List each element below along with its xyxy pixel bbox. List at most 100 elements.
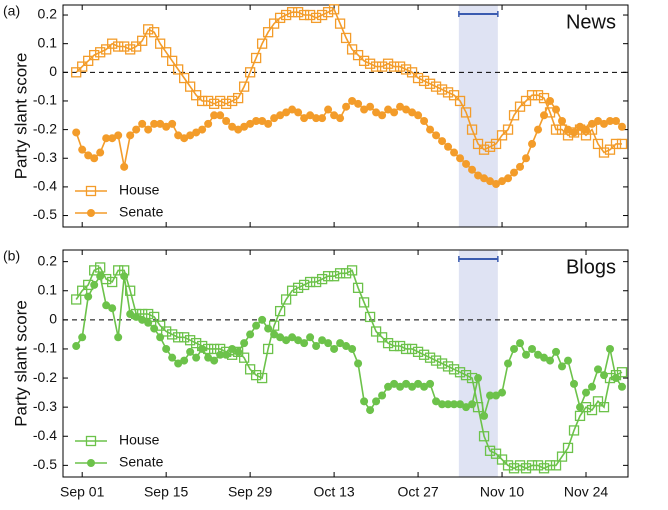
marker-circle	[72, 128, 81, 137]
marker-square	[95, 262, 106, 273]
marker-square	[412, 346, 424, 358]
marker-square	[208, 98, 220, 109]
marker-circle	[84, 151, 93, 160]
marker-square	[286, 7, 298, 18]
marker-square	[502, 124, 514, 135]
marker-circle	[228, 122, 237, 131]
marker-circle	[582, 388, 591, 397]
marker-square	[538, 463, 550, 474]
marker-circle	[348, 344, 357, 353]
marker-square	[418, 75, 430, 87]
marker-circle	[276, 111, 285, 120]
marker-circle	[174, 359, 183, 368]
marker-square	[197, 95, 208, 107]
marker-square	[208, 343, 220, 355]
marker-circle	[444, 400, 453, 409]
marker-circle	[582, 125, 591, 134]
marker-circle	[300, 339, 309, 348]
marker-square	[352, 282, 364, 293]
x-tick-label: Oct 13	[313, 484, 354, 500]
legend-label: Senate	[119, 454, 164, 470]
marker-square	[256, 372, 268, 384]
marker-square	[214, 95, 226, 107]
marker-circle	[456, 154, 465, 163]
marker-circle	[258, 117, 267, 126]
marker-square	[185, 81, 196, 92]
marker-circle	[570, 128, 579, 137]
marker-circle	[396, 382, 405, 391]
marker-circle	[336, 114, 345, 123]
marker-circle	[216, 111, 225, 120]
panel-label: (a)	[3, 3, 20, 19]
marker-square	[89, 49, 100, 61]
marker-circle	[282, 336, 291, 345]
marker-circle	[222, 350, 231, 359]
marker-circle	[330, 111, 339, 120]
marker-circle	[126, 310, 135, 319]
marker-circle	[246, 330, 255, 339]
marker-square	[71, 294, 82, 305]
marker-circle	[210, 356, 219, 365]
marker-circle	[372, 397, 381, 406]
marker-square	[179, 332, 190, 343]
marker-square	[448, 90, 460, 101]
marker-square	[394, 61, 406, 72]
legend-label: House	[119, 432, 160, 448]
marker-square	[340, 268, 352, 279]
y-tick-label: -0.5	[33, 456, 57, 472]
marker-circle	[546, 96, 555, 105]
marker-circle	[282, 108, 291, 117]
marker-circle	[120, 162, 129, 171]
marker-square	[454, 367, 466, 378]
marker-square	[137, 35, 148, 46]
marker-circle	[198, 125, 207, 134]
marker-circle	[426, 125, 435, 134]
marker-circle	[426, 379, 435, 388]
marker-square	[400, 64, 412, 75]
marker-square	[436, 358, 448, 369]
marker-square	[191, 90, 202, 101]
panel-label: (b)	[3, 248, 20, 264]
marker-circle	[432, 131, 441, 140]
marker-circle	[612, 374, 621, 383]
marker-square	[149, 311, 160, 323]
marker-circle	[600, 119, 609, 128]
marker-square	[520, 95, 532, 107]
marker-square	[256, 38, 268, 49]
marker-square	[526, 460, 538, 471]
marker-square	[191, 337, 202, 349]
marker-circle	[156, 119, 165, 128]
marker-circle	[342, 342, 351, 351]
marker-circle	[138, 119, 147, 128]
marker-circle	[486, 391, 495, 400]
marker-circle	[234, 347, 243, 356]
marker-square	[598, 147, 610, 158]
x-tick-label: Sep 29	[228, 484, 273, 500]
marker-circle	[192, 353, 201, 362]
marker-square	[119, 41, 130, 52]
marker-square	[406, 343, 418, 355]
marker-circle	[462, 159, 471, 168]
marker-square	[322, 271, 334, 282]
marker-circle	[414, 379, 423, 388]
marker-circle	[78, 333, 87, 342]
marker-square	[95, 47, 106, 58]
marker-square	[484, 445, 496, 456]
marker-square	[490, 138, 502, 150]
marker-circle	[606, 117, 615, 126]
marker-circle	[240, 122, 249, 131]
marker-circle	[162, 344, 171, 353]
marker-circle	[330, 344, 339, 353]
marker-square	[394, 340, 406, 352]
marker-square	[472, 138, 484, 150]
marker-circle	[150, 119, 159, 128]
marker-circle	[372, 108, 381, 117]
marker-square	[424, 352, 436, 363]
marker-circle	[558, 362, 567, 371]
marker-circle	[210, 111, 219, 120]
marker-circle	[360, 105, 369, 114]
marker-circle	[498, 177, 507, 186]
marker-circle	[384, 105, 393, 114]
marker-circle	[264, 119, 273, 128]
marker-circle	[498, 388, 507, 397]
